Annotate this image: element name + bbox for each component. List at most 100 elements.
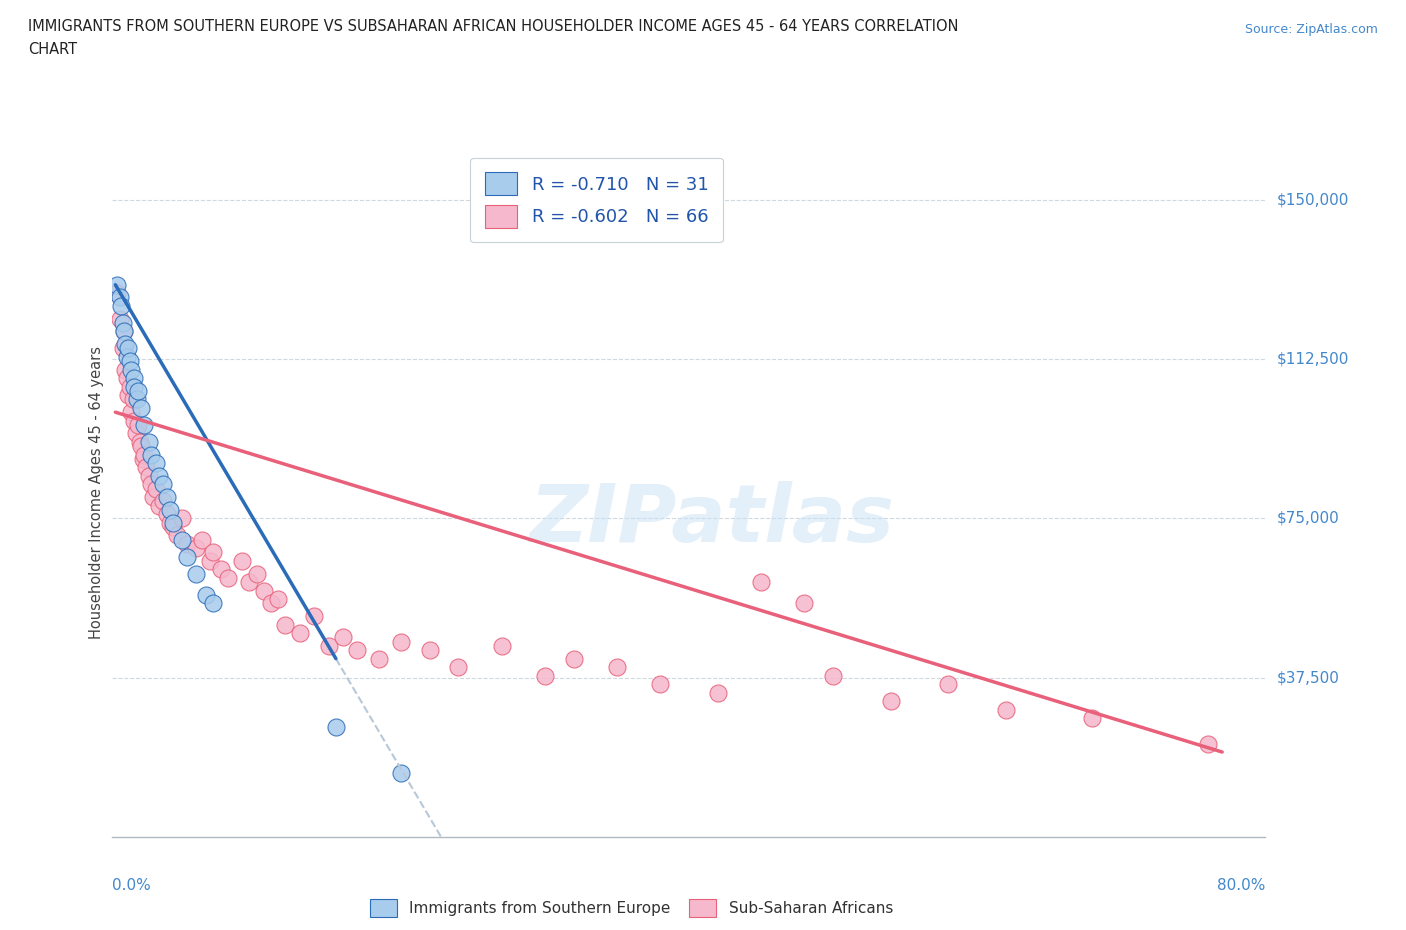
Point	[122, 371, 145, 386]
Point	[156, 507, 179, 522]
Text: $112,500: $112,500	[1277, 352, 1348, 366]
Point	[1197, 737, 1219, 751]
Point	[170, 532, 193, 547]
Point	[491, 638, 513, 653]
Point	[389, 634, 412, 649]
Point	[288, 626, 311, 641]
Point	[115, 350, 138, 365]
Point	[346, 643, 368, 658]
Point	[152, 494, 174, 509]
Point	[138, 469, 160, 484]
Point	[118, 353, 141, 368]
Point	[138, 434, 160, 449]
Point	[202, 596, 225, 611]
Point	[245, 566, 267, 581]
Point	[253, 583, 276, 598]
Point	[200, 553, 222, 568]
Point	[184, 540, 207, 555]
Point	[176, 537, 198, 551]
Point	[562, 651, 585, 666]
Point	[105, 286, 128, 300]
Point	[821, 668, 844, 683]
Text: Source: ZipAtlas.com: Source: ZipAtlas.com	[1244, 23, 1378, 36]
Point	[127, 383, 149, 398]
Point	[162, 515, 184, 530]
Point	[105, 277, 128, 292]
Point	[134, 447, 156, 462]
Y-axis label: Householder Income Ages 45 - 64 years: Householder Income Ages 45 - 64 years	[89, 346, 104, 640]
Point	[129, 439, 153, 454]
Point	[124, 426, 146, 441]
Point	[176, 550, 198, 565]
Point	[318, 638, 340, 653]
Point	[936, 677, 959, 692]
Point	[195, 588, 218, 603]
Point	[202, 545, 225, 560]
Point	[114, 337, 136, 352]
Point	[209, 562, 232, 577]
Point	[238, 575, 260, 590]
Point	[127, 418, 149, 432]
Point	[120, 405, 142, 419]
Point	[749, 575, 772, 590]
Point	[166, 528, 188, 543]
Text: IMMIGRANTS FROM SOUTHERN EUROPE VS SUBSAHARAN AFRICAN HOUSEHOLDER INCOME AGES 45: IMMIGRANTS FROM SOUTHERN EUROPE VS SUBSA…	[28, 19, 959, 33]
Point	[120, 363, 142, 378]
Point	[145, 481, 167, 496]
Point	[111, 315, 134, 330]
Point	[419, 643, 441, 658]
Point	[267, 591, 290, 606]
Point	[129, 401, 153, 416]
Point	[706, 685, 728, 700]
Point	[122, 413, 145, 428]
Point	[115, 371, 138, 386]
Point	[112, 324, 135, 339]
Point	[108, 290, 131, 305]
Point	[117, 388, 139, 403]
Point	[111, 341, 134, 356]
Text: 80.0%: 80.0%	[1218, 878, 1265, 894]
Point	[145, 456, 167, 471]
Point	[114, 363, 136, 378]
Point	[125, 392, 148, 407]
Point	[141, 447, 163, 462]
Point	[121, 392, 143, 407]
Point	[162, 520, 184, 535]
Point	[152, 477, 174, 492]
Point	[533, 668, 555, 683]
Point	[142, 490, 165, 505]
Point	[159, 515, 181, 530]
Point	[389, 765, 412, 780]
Legend: Immigrants from Southern Europe, Sub-Saharan Africans: Immigrants from Southern Europe, Sub-Sah…	[363, 893, 900, 923]
Point	[1081, 711, 1104, 725]
Point	[274, 618, 297, 632]
Point	[132, 451, 155, 466]
Point	[141, 477, 163, 492]
Point	[447, 659, 470, 674]
Point	[128, 434, 150, 449]
Point	[217, 570, 239, 585]
Point	[148, 469, 170, 484]
Point	[108, 312, 131, 326]
Point	[880, 694, 903, 709]
Point	[170, 511, 193, 525]
Point	[231, 553, 253, 568]
Text: CHART: CHART	[28, 42, 77, 57]
Point	[118, 379, 141, 394]
Text: $75,000: $75,000	[1277, 511, 1340, 525]
Point	[156, 490, 179, 505]
Point	[648, 677, 672, 692]
Point	[260, 596, 283, 611]
Point	[606, 659, 628, 674]
Point	[148, 498, 170, 513]
Point	[159, 502, 181, 517]
Point	[135, 460, 157, 475]
Point	[325, 719, 347, 734]
Point	[110, 299, 132, 313]
Point	[134, 418, 156, 432]
Point	[304, 608, 326, 623]
Point	[995, 702, 1018, 717]
Text: $37,500: $37,500	[1277, 671, 1340, 685]
Point	[122, 379, 145, 394]
Point	[793, 596, 815, 611]
